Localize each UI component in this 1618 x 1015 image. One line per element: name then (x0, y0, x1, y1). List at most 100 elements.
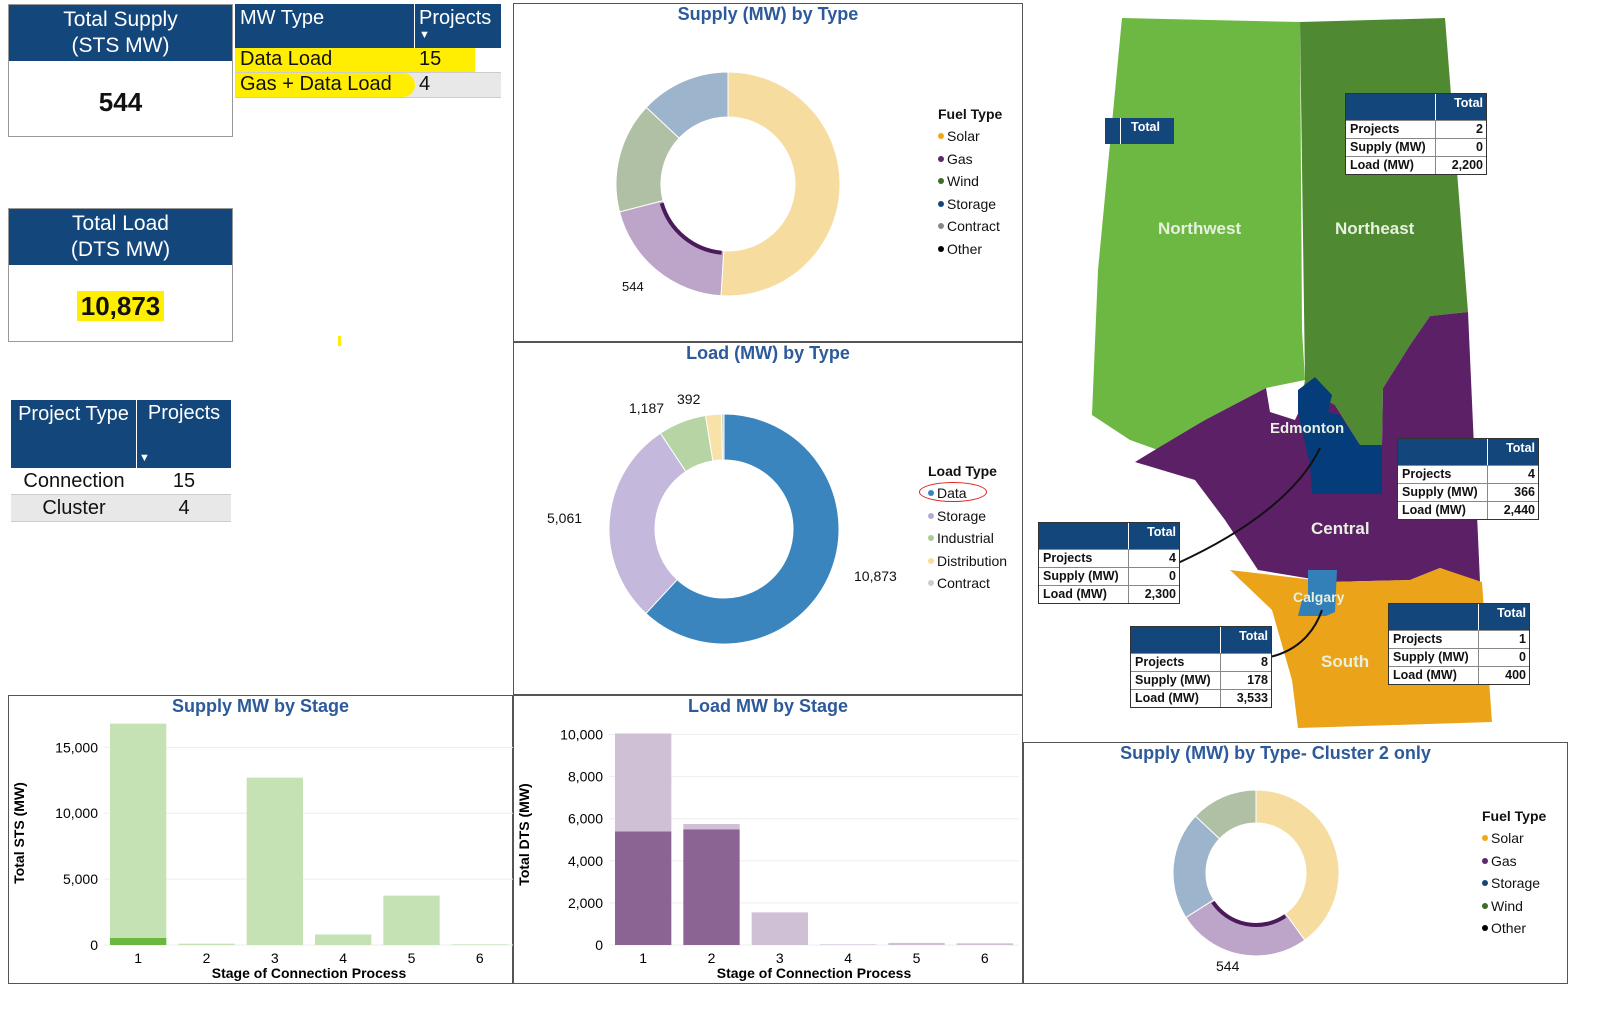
y-tick-label: 15,000 (55, 739, 98, 755)
sort-down-icon[interactable]: ▼ (419, 29, 430, 41)
x-tick-label: 1 (639, 950, 647, 966)
region-label: Central (1311, 519, 1370, 538)
slice-contract[interactable] (721, 413, 725, 461)
bar-other[interactable] (615, 733, 672, 832)
supply-by-type-panel: Supply (MW) by Type 544 Fuel Type Solar Ga… (513, 3, 1023, 342)
legend-label: Contract (947, 218, 1000, 234)
legend-dot-icon (938, 223, 944, 230)
legend-item[interactable]: Wind (938, 170, 1002, 193)
chart-title: Supply (MW) by Type (677, 4, 859, 24)
cell-projects: 4 (419, 73, 431, 95)
legend-dot-icon (938, 155, 944, 162)
bar-other[interactable] (956, 943, 1013, 945)
bar-selected[interactable] (615, 831, 672, 945)
legend-item[interactable]: Industrial (928, 527, 1007, 550)
y-tick-label: 4,000 (568, 853, 603, 869)
legend-item[interactable]: Distribution (928, 550, 1007, 573)
legend-dot-icon (1482, 857, 1488, 864)
legend-item[interactable]: Storage (928, 505, 1007, 528)
bar-other[interactable] (246, 777, 303, 945)
table-row[interactable]: Data Load 15 (235, 48, 501, 73)
x-tick-label: 2 (708, 950, 716, 966)
slice-wind[interactable] (1194, 789, 1257, 840)
bar-other[interactable] (751, 912, 808, 945)
slice-gas[interactable] (1185, 899, 1306, 957)
table-row[interactable]: Cluster 4 (11, 495, 231, 522)
region-label: Northeast (1335, 219, 1415, 238)
mw-type-table: MW Type Projects ▼ Data Load 15 Gas + Data… (235, 4, 501, 98)
legend-title: Fuel Type (938, 106, 1003, 122)
projects-header[interactable]: Projects (147, 402, 221, 424)
legend-item[interactable]: Storage (1482, 872, 1546, 895)
y-tick-label: 5,000 (63, 871, 98, 887)
bar-other[interactable] (683, 823, 740, 830)
legend-item[interactable]: Gas (938, 148, 1002, 171)
cell-type: Cluster (42, 497, 106, 519)
total-load-subtitle: (DTS MW) (70, 238, 171, 261)
total-supply-subtitle: (STS MW) (71, 34, 170, 57)
total-load-value: 10,873 (76, 291, 165, 321)
legend-item[interactable]: Solar (1482, 827, 1546, 850)
table-row[interactable]: Connection 15 (11, 468, 231, 495)
legend-item[interactable]: Contract (938, 215, 1002, 238)
bar-other[interactable] (888, 942, 945, 945)
data-label: 392 (677, 391, 701, 407)
bar-selected[interactable] (110, 937, 167, 945)
cell-projects: 4 (178, 497, 190, 519)
projects-header[interactable]: Projects ▼ (419, 7, 492, 41)
x-tick-label: 1 (134, 950, 142, 966)
bar-other[interactable] (178, 943, 235, 945)
y-tick-label: 0 (595, 937, 603, 953)
bar-other[interactable] (451, 944, 508, 945)
load-by-type-donut[interactable] (514, 343, 1024, 696)
legend-item[interactable]: Wind (1482, 895, 1546, 918)
region-edmonton[interactable] (1298, 377, 1382, 494)
table-row[interactable]: Gas + Data Load 4 (235, 73, 501, 98)
legend-item[interactable]: Other (938, 238, 1002, 261)
bar-other[interactable] (820, 944, 877, 945)
legend-label: Storage (1491, 875, 1541, 891)
bar-other[interactable] (383, 895, 440, 945)
y-tick-label: 8,000 (568, 769, 603, 785)
total-supply-value: 544 (98, 87, 143, 117)
slice-solar[interactable] (1255, 789, 1340, 941)
legend-dot-icon (1482, 925, 1488, 932)
cell-type: Data Load (235, 48, 415, 72)
legend-label: Contract (937, 575, 990, 591)
legend-item[interactable]: Gas (1482, 850, 1546, 873)
bar-other[interactable] (110, 723, 167, 938)
supply-cluster2-panel: Supply (MW) by Type- Cluster 2 only 544 … (1023, 742, 1568, 984)
supply-cluster2-donut[interactable] (1024, 743, 1569, 985)
supply-by-type-donut[interactable] (514, 4, 1024, 343)
bar-other[interactable] (315, 934, 372, 945)
legend-item[interactable]: Other (1482, 917, 1546, 940)
y-tick-label: 10,000 (560, 727, 603, 743)
project-type-header[interactable]: Project Type (11, 400, 137, 468)
annotation-circle (919, 482, 987, 502)
slice-storage[interactable] (645, 71, 729, 139)
legend-label: Industrial (937, 530, 994, 546)
legend-label: Storage (947, 195, 997, 212)
legend-label: Gas (947, 150, 973, 167)
slice-solar[interactable] (720, 71, 841, 297)
legend-dot-icon (928, 557, 934, 564)
legend-item[interactable]: Storage (938, 193, 1002, 216)
bar-selected[interactable] (683, 829, 740, 945)
region-calgary[interactable] (1298, 570, 1337, 616)
legend-dot-icon (938, 133, 944, 140)
slice-data[interactable] (645, 413, 840, 645)
x-axis-title: Stage of Connection Process (717, 965, 912, 981)
load-by-type-panel: Load (MW) by Type 10,873 5,061 1,187 392… (513, 342, 1023, 695)
legend-dot-icon (938, 200, 944, 207)
slice-storage[interactable] (608, 432, 687, 615)
region-label: South (1321, 652, 1370, 671)
edmonton-table: Total Projects 4 Supply (MW) 0 Load (MW) 2,… (1038, 522, 1180, 604)
load-by-stage-panel: Load MW by Stage 0 2,000 4,000 6,000 8,000 10… (513, 695, 1023, 984)
legend-item[interactable]: Contract (928, 572, 1007, 595)
region-map: Northwest Northeast Edmonton Central Cal… (1030, 0, 1570, 740)
sort-down-icon[interactable]: ▼ (139, 452, 150, 464)
legend-item[interactable]: Solar (938, 125, 1002, 148)
x-tick-label: 4 (844, 950, 852, 966)
y-tick-label: 0 (90, 937, 98, 953)
mw-type-header[interactable]: MW Type (235, 4, 415, 48)
